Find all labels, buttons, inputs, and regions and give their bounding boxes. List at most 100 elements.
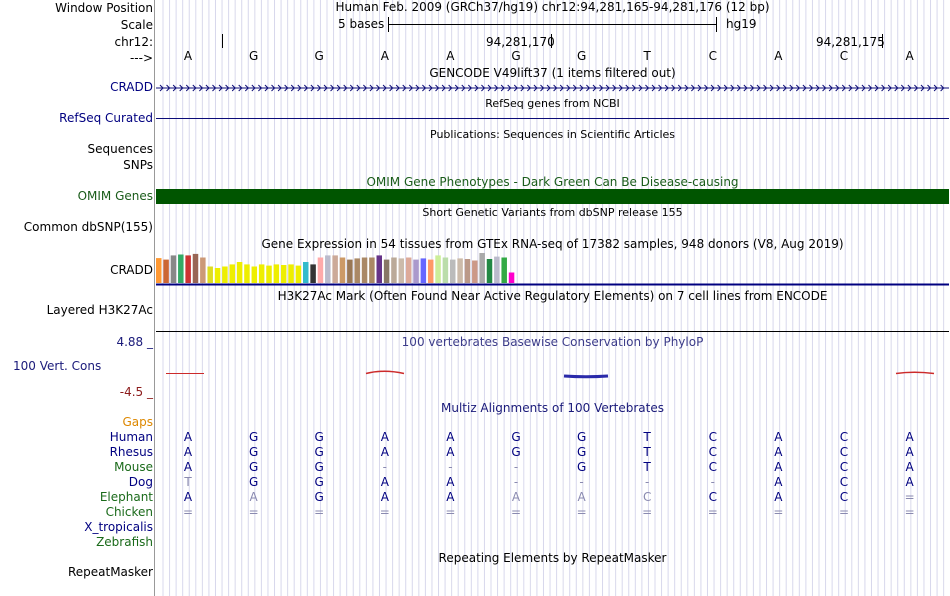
ruler-base: A [380,49,389,63]
strand-chevron [382,84,387,92]
strand-chevron [809,84,814,92]
gaps-label[interactable]: Gaps [122,415,153,429]
gtex-bar [450,259,456,283]
repeatmasker-title[interactable]: Repeating Elements by RepeatMasker [438,551,667,565]
omim-title[interactable]: OMIM Gene Phenotypes - Dark Green Can Be… [366,175,739,189]
publications-title[interactable]: Publications: Sequences in Scientific Ar… [430,128,675,141]
alignment-base: A [380,445,389,459]
strand-chevron [218,84,223,92]
sequences-label[interactable]: Sequences [87,142,153,156]
species-label-human[interactable]: Human [109,430,153,444]
strand-chevron [572,84,577,92]
snps-label[interactable]: SNPs [123,158,153,172]
phylop-label[interactable]: 100 Vert. Cons [13,359,102,373]
species-label-rhesus[interactable]: Rhesus [109,445,153,459]
alignment-base: A [446,490,455,504]
strand-chevron [205,84,210,92]
strand-chevron [599,84,604,92]
dbsnp-title[interactable]: Short Genetic Variants from dbSNP releas… [422,206,683,219]
ruler-base: A [183,49,193,63]
ruler-base: A [774,49,783,63]
gtex-bar [398,258,405,283]
repeatmasker-label[interactable]: RepeatMasker [67,565,153,579]
alignment-base: = [642,505,653,519]
strand-chevron [231,84,236,92]
gtex-bar [170,255,177,283]
ruler-base: C [708,49,717,63]
gtex-bar [413,259,419,283]
position-title[interactable]: Human Feb. 2009 (GRCh37/hg19) chr12:94,2… [335,0,770,14]
species-label-zebrafish[interactable]: Zebrafish [96,535,153,549]
gtex-title[interactable]: Gene Expression in 54 tissues from GTEx … [261,237,844,251]
gtex-bar [508,272,515,283]
multiz-title[interactable]: Multiz Alignments of 100 Vertebrates [440,401,665,415]
alignment-base: A [446,445,455,459]
refseq-gene-line[interactable] [156,118,949,119]
strand-chevron [290,84,295,92]
ruler-base: A [905,49,914,63]
species-label-elephant[interactable]: Elephant [99,490,153,504]
alignment-base: = [904,490,915,504]
ruler-base: T [643,49,651,63]
h3k27ac-label[interactable]: Layered H3K27Ac [46,303,153,317]
gtex-bar [494,256,500,283]
alignment-base: - [710,475,715,489]
gtex-bar [295,265,302,283]
alignment-base: A [905,430,914,444]
strand-chevron [927,84,932,92]
strand-chevron [828,84,833,92]
alignment-base: T [643,460,651,474]
omim-label[interactable]: OMIM Genes [77,189,153,203]
species-label-dog[interactable]: Dog [128,475,153,489]
strand-chevron [566,84,571,92]
gtex-bar [442,257,449,283]
strand-chevron [645,84,650,92]
gtex-bar-chart[interactable] [156,253,949,286]
alignment-base: A [380,475,389,489]
alignment-base: A [905,475,914,489]
gtex-bar [288,264,294,283]
species-label-x_tropicalis[interactable]: X_tropicalis [84,520,153,534]
alignment-base: G [314,475,324,489]
gtex-bar [258,264,265,283]
refseq-title[interactable]: RefSeq genes from NCBI [485,97,620,110]
gtex-bar [251,266,258,283]
strand-chevron [179,84,184,92]
gtex-bar [192,253,199,283]
h3k27ac-title[interactable]: H3K27Ac Mark (Often Found Near Active Re… [277,289,828,303]
gencode-title[interactable]: GENCODE V49lift37 (1 items filtered out) [429,66,676,80]
alignment-base: A [183,430,193,444]
phylop-signal[interactable] [156,366,949,382]
alignment-base: G [576,460,587,474]
gencode-gene-feature[interactable] [156,81,949,95]
phylop-segment-3 [563,374,609,379]
chrom-label: chr12: [114,35,153,49]
strand-chevron [363,84,368,92]
gencode-label[interactable]: CRADD [110,80,153,94]
gtex-bar [317,257,324,283]
phylop-title[interactable]: 100 vertebrates Basewise Conservation by… [401,335,704,349]
strand-chevron [323,84,328,92]
strand-chevron [520,84,525,92]
alignment-base: A [446,475,455,489]
alignment-base: = [182,505,194,519]
gtex-bar [325,255,331,283]
dbsnp-label[interactable]: Common dbSNP(155) [23,220,153,234]
alignment-base: A [249,490,258,504]
strand-chevron [540,84,545,92]
alignment-base: - [513,475,519,489]
alignment-base: A [577,490,586,504]
scale-bar-right-tick [716,17,717,32]
species-label-mouse[interactable]: Mouse [114,460,153,474]
refseq-label[interactable]: RefSeq Curated [59,111,153,125]
alignment-base: = [838,505,850,519]
strand-chevron [894,84,899,92]
strand-chevron [763,84,768,92]
species-label-chicken[interactable]: Chicken [105,505,153,519]
gtex-label[interactable]: CRADD [110,263,153,277]
alignment-base: G [314,430,324,444]
omim-feature-bar[interactable] [156,189,949,204]
alignment-base: G [576,445,587,459]
strand-chevron [638,84,643,92]
phylop-min-label: -4.5 _ [119,385,153,399]
